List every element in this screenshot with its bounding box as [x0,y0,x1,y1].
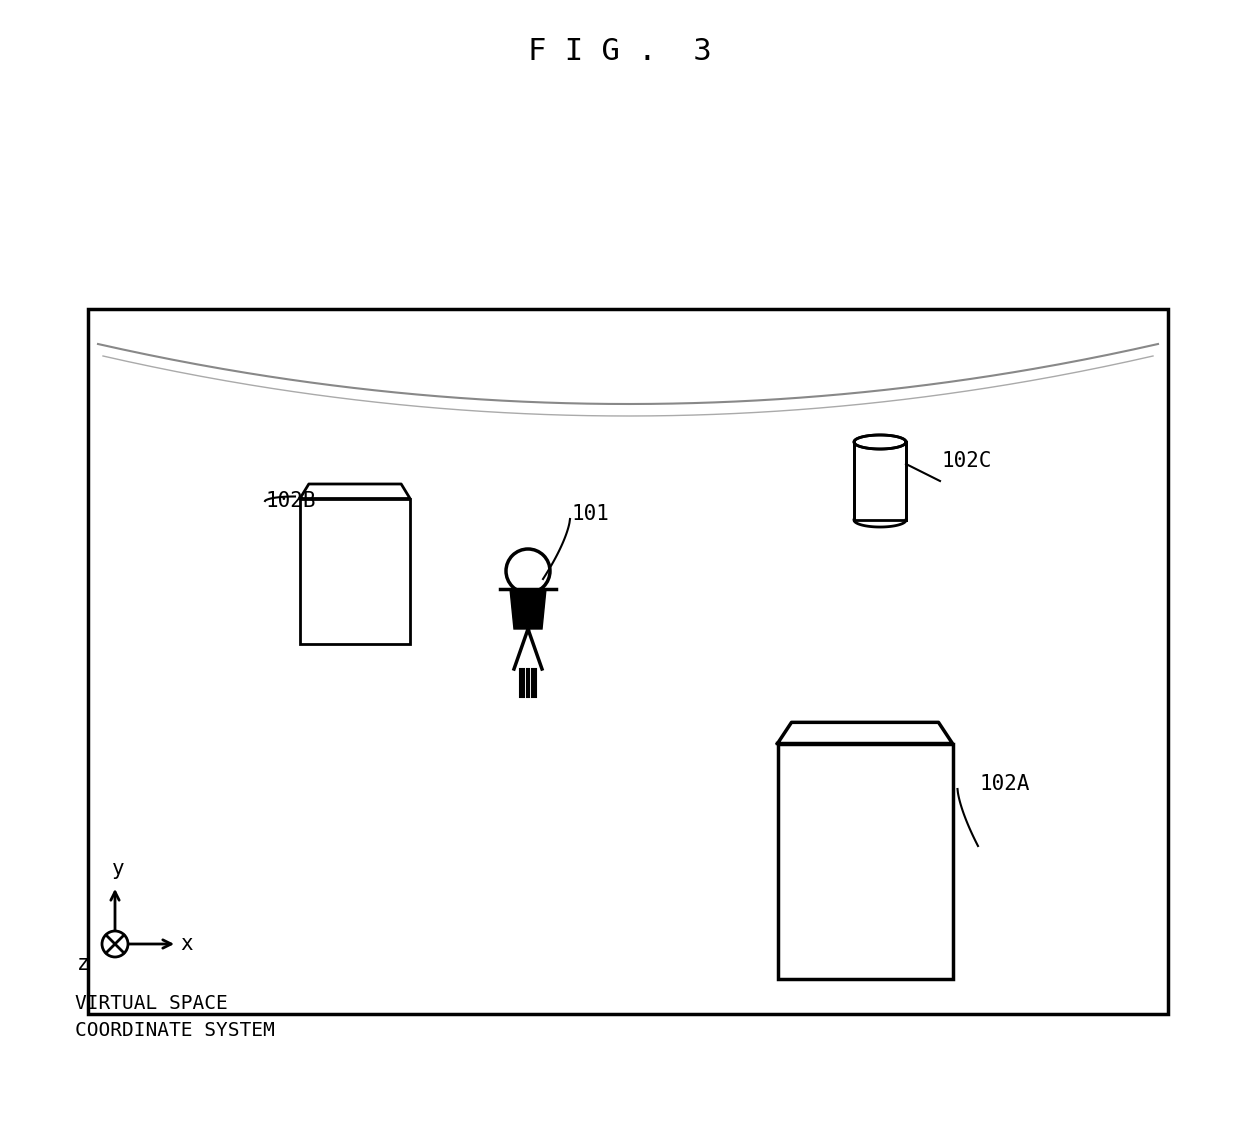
Text: VIRTUAL SPACE: VIRTUAL SPACE [74,994,228,1013]
Bar [300,499,410,644]
Text: x: x [180,934,192,954]
Polygon shape [777,723,952,744]
Text: y: y [112,859,124,879]
Text: 102C: 102C [942,450,992,471]
Bar [777,744,952,979]
Polygon shape [300,484,410,499]
Text: 102A: 102A [980,774,1030,794]
Text: 102B: 102B [265,491,315,511]
Text: F I G .  3: F I G . 3 [528,36,712,65]
Polygon shape [510,589,546,629]
Bar [854,441,906,520]
Circle shape [102,931,128,957]
Text: z: z [77,954,89,974]
Bar [88,309,1168,1014]
Text: COORDINATE SYSTEM: COORDINATE SYSTEM [74,1021,275,1040]
Text: 101: 101 [572,504,610,524]
